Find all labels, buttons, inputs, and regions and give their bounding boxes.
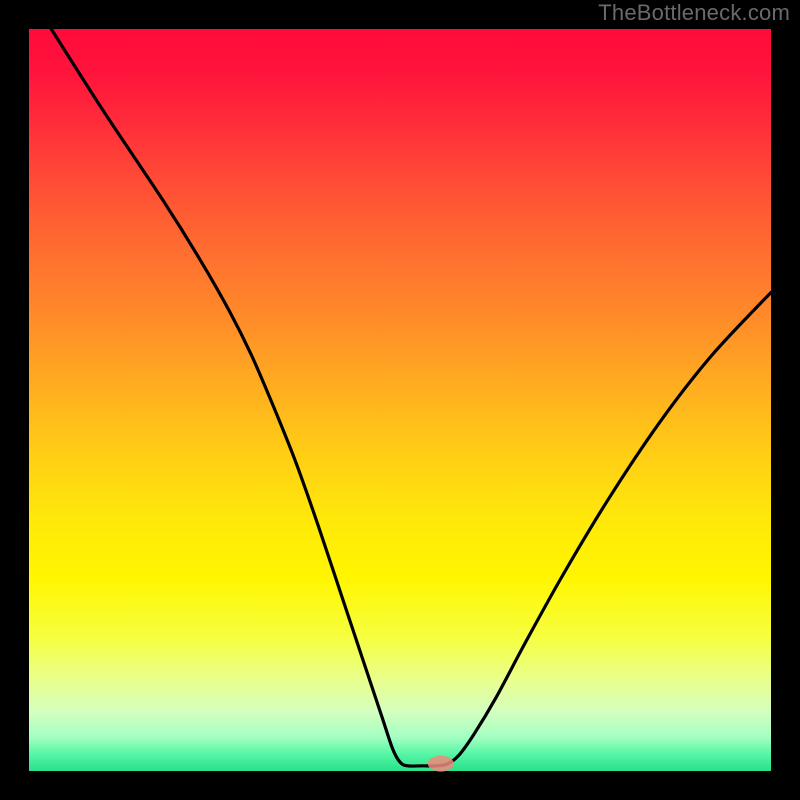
- plot-background: [29, 29, 771, 771]
- minimum-marker: [428, 756, 454, 772]
- watermark-text: TheBottleneck.com: [598, 0, 790, 26]
- chart-canvas: TheBottleneck.com: [0, 0, 800, 800]
- bottleneck-curve-chart: [0, 0, 800, 800]
